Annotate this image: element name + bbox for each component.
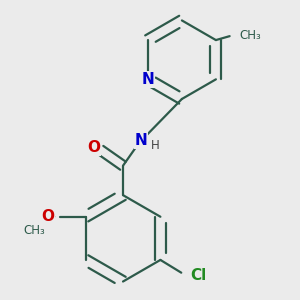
Text: O: O (41, 209, 54, 224)
Text: H: H (151, 139, 160, 152)
Text: CH₃: CH₃ (24, 224, 45, 237)
Text: O: O (87, 140, 100, 155)
Text: Cl: Cl (190, 268, 206, 283)
Text: N: N (134, 133, 147, 148)
Text: N: N (142, 72, 154, 87)
Text: CH₃: CH₃ (239, 29, 261, 42)
